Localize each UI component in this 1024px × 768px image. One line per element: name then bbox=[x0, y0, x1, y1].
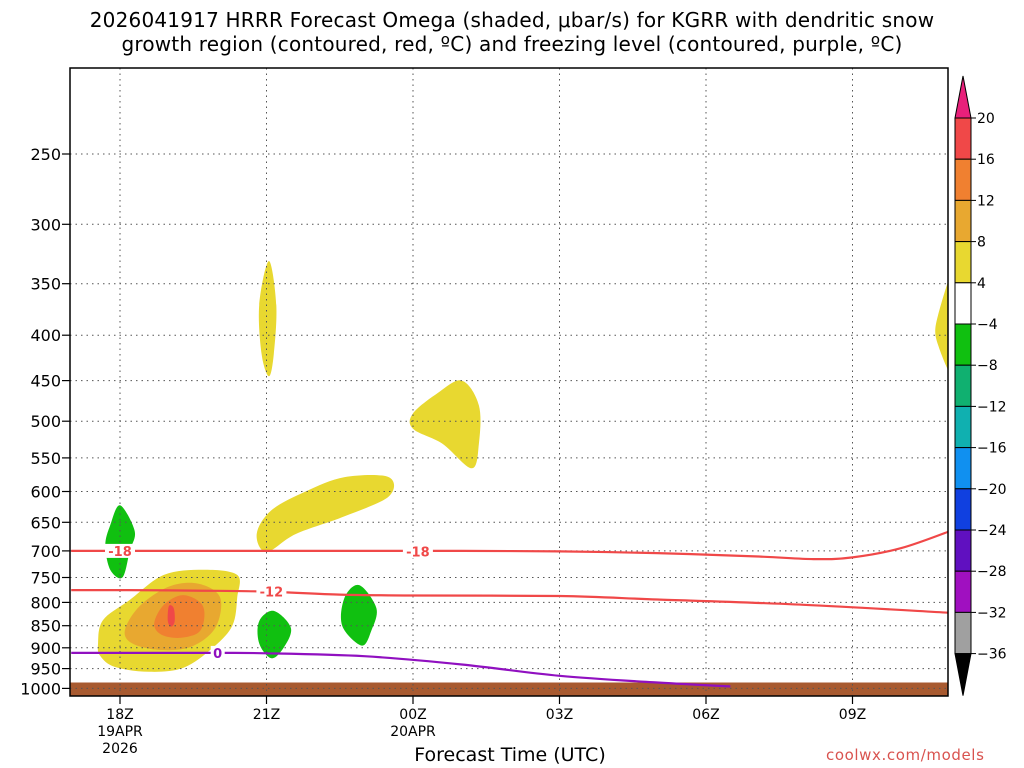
colorbar-swatch bbox=[954, 488, 972, 531]
contour-label: 0 bbox=[213, 647, 222, 662]
omega-blob-edge-09z bbox=[935, 281, 948, 370]
y-tick-label: 350 bbox=[30, 275, 61, 294]
site-credit[interactable]: coolwx.com/models bbox=[826, 746, 985, 764]
x-tick-label: 18Z bbox=[106, 707, 133, 723]
y-tick-label: 600 bbox=[30, 483, 61, 502]
y-tick-label: 800 bbox=[30, 593, 61, 612]
omega-blob-neg-2230z bbox=[340, 584, 377, 646]
colorbar-label: −24 bbox=[977, 523, 1007, 539]
omega-blob-neg-21z bbox=[257, 610, 292, 659]
y-tick-label: 900 bbox=[30, 639, 61, 658]
contour-label: -12 bbox=[260, 586, 284, 601]
colorbar-swatch bbox=[954, 282, 972, 325]
x-tick-date-label: 19APR bbox=[97, 724, 143, 740]
x-tick-label: 21Z bbox=[253, 707, 280, 723]
colorbar-swatch bbox=[954, 447, 972, 490]
y-tick-label: 650 bbox=[30, 513, 61, 532]
contour-minus12 bbox=[71, 588, 948, 614]
colorbar-label: −20 bbox=[977, 482, 1007, 498]
y-tick-label: 750 bbox=[30, 569, 61, 588]
colorbar-swatch bbox=[954, 117, 972, 160]
x-tick-label: 09Z bbox=[839, 707, 866, 723]
omega-blob-620-21z bbox=[256, 474, 395, 552]
y-tick-label: 400 bbox=[30, 326, 61, 345]
colorbar-label: 12 bbox=[977, 193, 995, 209]
plot-frame bbox=[69, 67, 949, 697]
omega-blob-500-00z bbox=[409, 380, 481, 469]
colorbar-label: −12 bbox=[977, 399, 1007, 415]
contour-minus18 bbox=[71, 530, 948, 561]
colorbar-swatch bbox=[954, 158, 972, 201]
colorbar-label: 8 bbox=[977, 235, 986, 251]
y-tick-label: 500 bbox=[30, 412, 61, 431]
colorbar-label: 4 bbox=[977, 276, 986, 292]
colorbar-bottom-arrow bbox=[954, 653, 972, 696]
y-tick-label: 850 bbox=[30, 617, 61, 636]
chart-title-line-2: growth region (contoured, red, ºC) and f… bbox=[121, 32, 903, 56]
y-tick-label: 700 bbox=[30, 542, 61, 561]
y-tick-label: 300 bbox=[30, 215, 61, 234]
colorbar-label: −36 bbox=[977, 647, 1007, 663]
contour-label: -18 bbox=[108, 545, 132, 560]
x-tick-label: 00Z bbox=[399, 707, 426, 723]
colorbar-swatch bbox=[954, 364, 972, 407]
contour-label-bg bbox=[402, 544, 433, 559]
omega-blob-upper-21z bbox=[258, 261, 277, 377]
colorbar-swatch bbox=[954, 199, 972, 243]
contour-lines: -18 -18 -12 0 bbox=[71, 530, 948, 688]
colorbar-swatch bbox=[954, 323, 972, 366]
x-tick-date-label: 20APR bbox=[390, 724, 436, 740]
y-tick-label: 250 bbox=[30, 145, 61, 164]
contour-label-bg bbox=[105, 543, 135, 558]
colorbar-swatch bbox=[954, 405, 972, 449]
y-tick-label: 550 bbox=[30, 449, 61, 468]
colorbar-label: 16 bbox=[977, 152, 995, 168]
y-tick-label: 1000 bbox=[20, 679, 61, 698]
x-tick-label: 03Z bbox=[546, 707, 573, 723]
colorbar: 20 16 12 8 4 −4 −8 −12 −16 −20 −24 −28 −32 −36 bbox=[954, 75, 1007, 696]
y-axis: 250 300 350 400 450 500 550 600 650 700 750 800 850 9… bbox=[20, 145, 70, 698]
x-axis-title: Forecast Time (UTC) bbox=[414, 744, 606, 766]
contour-0 bbox=[71, 651, 731, 688]
grid-lines bbox=[70, 68, 948, 696]
omega-blob-low-level-16 bbox=[167, 605, 175, 627]
contour-label: -18 bbox=[406, 545, 430, 560]
colorbar-swatch bbox=[954, 529, 972, 572]
colorbar-top-arrow bbox=[954, 75, 972, 119]
colorbar-label: −8 bbox=[977, 358, 998, 374]
colorbar-label: −16 bbox=[977, 441, 1007, 457]
contour-label-bg bbox=[210, 645, 225, 660]
colorbar-label: −32 bbox=[977, 605, 1007, 621]
colorbar-swatch bbox=[954, 241, 972, 284]
colorbar-label: −28 bbox=[977, 564, 1007, 580]
colorbar-swatch bbox=[954, 611, 972, 655]
colorbar-label: −4 bbox=[977, 317, 998, 333]
omega-blob-low-level-12 bbox=[154, 595, 205, 638]
omega-shading bbox=[70, 261, 948, 696]
y-tick-label: 450 bbox=[30, 372, 61, 391]
colorbar-swatch bbox=[954, 570, 972, 613]
y-tick-label: 950 bbox=[30, 660, 61, 679]
ground-surface bbox=[70, 682, 948, 696]
colorbar-label: 20 bbox=[977, 111, 995, 127]
x-tick-label: 06Z bbox=[692, 707, 719, 723]
chart-title-line-1: 2026041917 HRRR Forecast Omega (shaded, … bbox=[89, 8, 935, 32]
x-tick-year-label: 2026 bbox=[102, 741, 138, 757]
contour-label-bg bbox=[256, 584, 287, 599]
